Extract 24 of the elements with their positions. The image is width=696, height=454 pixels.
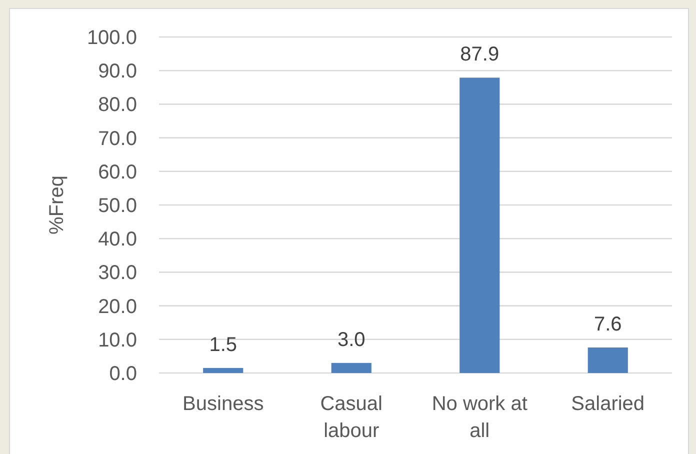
y-axis-title: %Freq (46, 176, 68, 234)
data-label: 1.5 (209, 334, 238, 356)
data-label: 87.9 (460, 44, 500, 66)
bar (331, 362, 372, 373)
y-tick-label: 40.0 (98, 228, 137, 251)
y-tick-label: 60.0 (98, 161, 137, 184)
bar (460, 78, 500, 373)
y-tick-label: 20.0 (98, 296, 137, 318)
y-tick-label: 0.0 (109, 363, 137, 385)
y-tick-label: 80.0 (98, 94, 137, 116)
x-tick-label: Casual labour (320, 393, 383, 442)
bar (203, 368, 244, 373)
y-tick-label: 90.0 (98, 60, 137, 83)
x-tick-label: No work at all (432, 393, 528, 442)
y-tick-label: 30.0 (98, 262, 137, 284)
x-tick-label: Business (182, 393, 264, 415)
data-label: 7.6 (594, 313, 622, 336)
y-tick-label: 70.0 (98, 128, 137, 150)
y-tick-label: 50.0 (98, 195, 137, 217)
y-tick-label: 10.0 (98, 329, 137, 352)
data-label: 3.0 (337, 328, 366, 351)
x-tick-label: Salaried (571, 393, 645, 415)
y-tick-label: 100.0 (86, 27, 137, 49)
bar (588, 347, 628, 373)
